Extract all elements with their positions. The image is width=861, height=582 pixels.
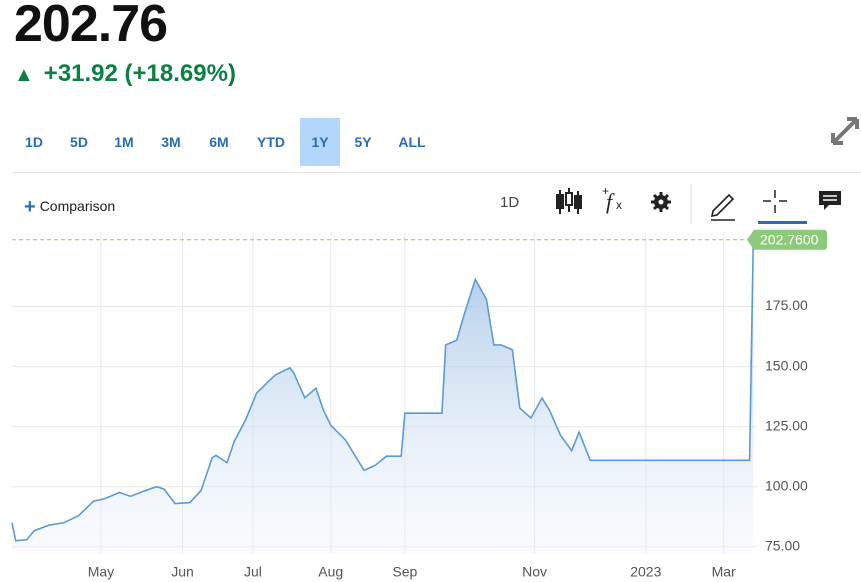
plot: 75.00 100.00 125.00 150.00 175.00 May Jun Jul Au…	[11, 229, 827, 580]
x-tick-label: Sep	[392, 564, 417, 580]
y-tick-label: 175.00	[765, 297, 808, 313]
y-tick-label: 100.00	[765, 477, 808, 493]
candle-icon[interactable]	[556, 188, 582, 214]
range-button[interactable]: 1M	[114, 134, 134, 150]
expand-icon[interactable]	[830, 116, 860, 146]
up-arrow: ▲	[14, 64, 34, 86]
toolbar-icons: + f x	[556, 184, 841, 224]
y-tick-label: 150.00	[765, 357, 808, 373]
last-price-label: 202.7600	[760, 231, 819, 247]
svg-text:f: f	[606, 189, 615, 214]
price-line	[11, 239, 755, 542]
range-button[interactable]: ALL	[398, 134, 426, 150]
area	[12, 239, 754, 554]
price-change: ▲ +31.92 (+18.69%)	[14, 60, 236, 88]
change-text: +31.92 (+18.69%)	[43, 60, 236, 87]
range-button[interactable]: 5D	[70, 134, 88, 150]
x-tick-label: May	[88, 564, 114, 580]
separator	[12, 172, 861, 173]
last-price-tag	[747, 229, 827, 250]
active-tool-underline	[758, 221, 807, 224]
x-tick-label: Mar	[712, 564, 736, 580]
draw-icon[interactable]	[710, 193, 735, 221]
range-button[interactable]: 1Y	[300, 118, 340, 166]
range-button[interactable]: 6M	[209, 134, 229, 150]
interval-button[interactable]: 1D	[500, 194, 520, 211]
x-tick-label: Nov	[522, 564, 547, 580]
range-button[interactable]: 5Y	[354, 134, 372, 150]
range-button[interactable]: YTD	[257, 134, 285, 150]
x-tick-label: 2023	[630, 564, 661, 580]
y-tick-label: 75.00	[765, 537, 800, 553]
comparison-button[interactable]: + Comparison	[24, 196, 116, 218]
range-button[interactable]: 1D	[25, 134, 43, 150]
comparison-label: Comparison	[39, 198, 116, 214]
svg-text:x: x	[616, 198, 622, 212]
x-tick-label: Aug	[318, 564, 343, 580]
range-button[interactable]: 3M	[161, 134, 181, 150]
y-tick-label: 125.00	[765, 417, 808, 433]
settings-icon[interactable]	[651, 192, 671, 212]
crosshair-icon[interactable]	[763, 190, 787, 213]
function-icon[interactable]: + f x	[602, 184, 622, 214]
x-tick-label: Jul	[244, 564, 262, 580]
x-tick-label: Jun	[171, 564, 194, 580]
price: 202.76	[14, 0, 168, 53]
svg-text:+: +	[602, 184, 609, 198]
